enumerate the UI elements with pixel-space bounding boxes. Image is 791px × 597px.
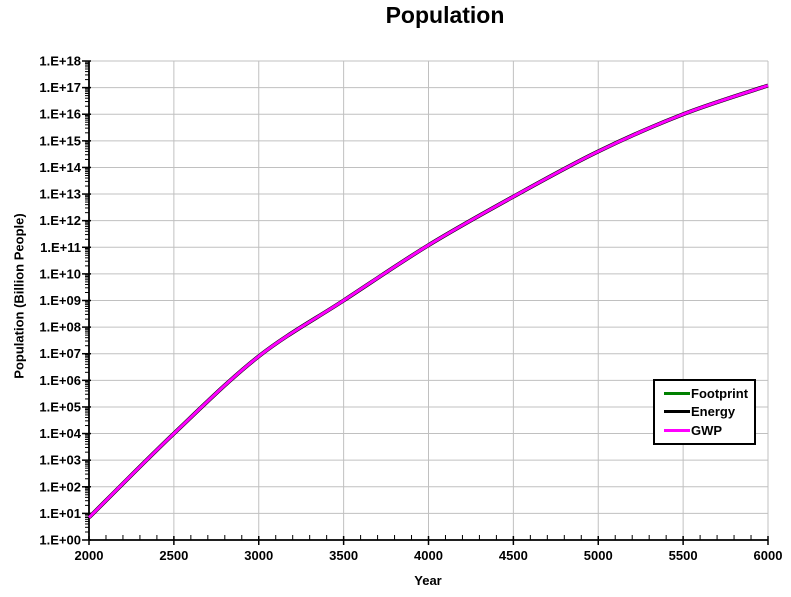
y-tick-label: 1.E+17 [39,80,81,95]
x-tick-label: 5500 [669,548,698,563]
x-tick-label: 6000 [754,548,783,563]
x-tick-label: 4000 [414,548,443,563]
y-tick-label: 1.E+02 [39,479,81,494]
legend-line-swatch-energy [664,410,690,414]
x-tick-label: 5000 [584,548,613,563]
y-tick-label: 1.E+00 [39,533,81,548]
x-tick-label: 3500 [329,548,358,563]
y-tick-label: 1.E+06 [39,373,81,388]
y-tick-label: 1.E+18 [39,54,81,69]
x-tick-label: 3000 [244,548,273,563]
legend-item-gwp: GWP [664,423,752,438]
legend-line-swatch-gwp [664,429,690,433]
y-tick-label: 1.E+14 [39,160,81,175]
y-tick-label: 1.E+15 [39,133,81,148]
y-tick-label: 1.E+13 [39,187,81,202]
series-line-gwp [87,84,769,519]
legend-label-gwp: GWP [691,423,723,439]
y-tick-label: 1.E+05 [39,399,81,414]
y-tick-label: 1.E+10 [39,266,81,281]
x-tick-label: 2000 [75,548,104,563]
legend-line-swatch-footprint [664,391,690,395]
y-tick-label: 1.E+01 [39,506,81,521]
legend-label-energy: Energy [691,404,736,420]
chart-title: Population [385,2,505,28]
y-tick-label: 1.E+16 [39,107,81,122]
y-tick-label: 1.E+11 [40,240,81,255]
y-tick-label: 1.E+07 [39,346,81,361]
x-axis-title: Year [414,573,442,588]
x-tick-label: 4500 [499,548,528,563]
y-tick-label: 1.E+09 [39,293,81,308]
legend-item-footprint: Footprint [664,386,752,401]
x-tick-label: 2500 [159,548,188,563]
y-tick-label: 1.E+12 [39,213,81,228]
y-tick-label: 1.E+08 [39,320,81,335]
y-tick-label: 1.E+03 [39,453,81,468]
legend: Footprint Energy GWP [653,379,756,445]
legend-label-footprint: Footprint [691,385,749,401]
legend-item-energy: Energy [664,404,752,419]
y-tick-label: 1.E+04 [39,426,81,441]
